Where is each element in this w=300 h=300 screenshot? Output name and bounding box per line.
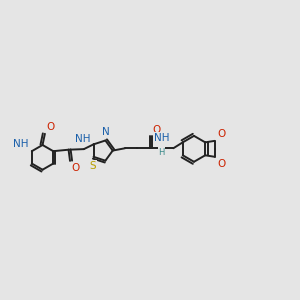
Text: NH: NH: [13, 139, 28, 149]
Text: NH: NH: [154, 133, 169, 143]
Text: H: H: [158, 148, 165, 157]
Text: S: S: [90, 161, 96, 171]
Text: O: O: [71, 163, 80, 173]
Text: N: N: [102, 127, 110, 137]
Text: O: O: [46, 122, 54, 132]
Text: O: O: [218, 129, 226, 139]
Text: O: O: [153, 125, 161, 135]
Text: O: O: [218, 158, 226, 169]
Text: NH: NH: [75, 134, 90, 144]
